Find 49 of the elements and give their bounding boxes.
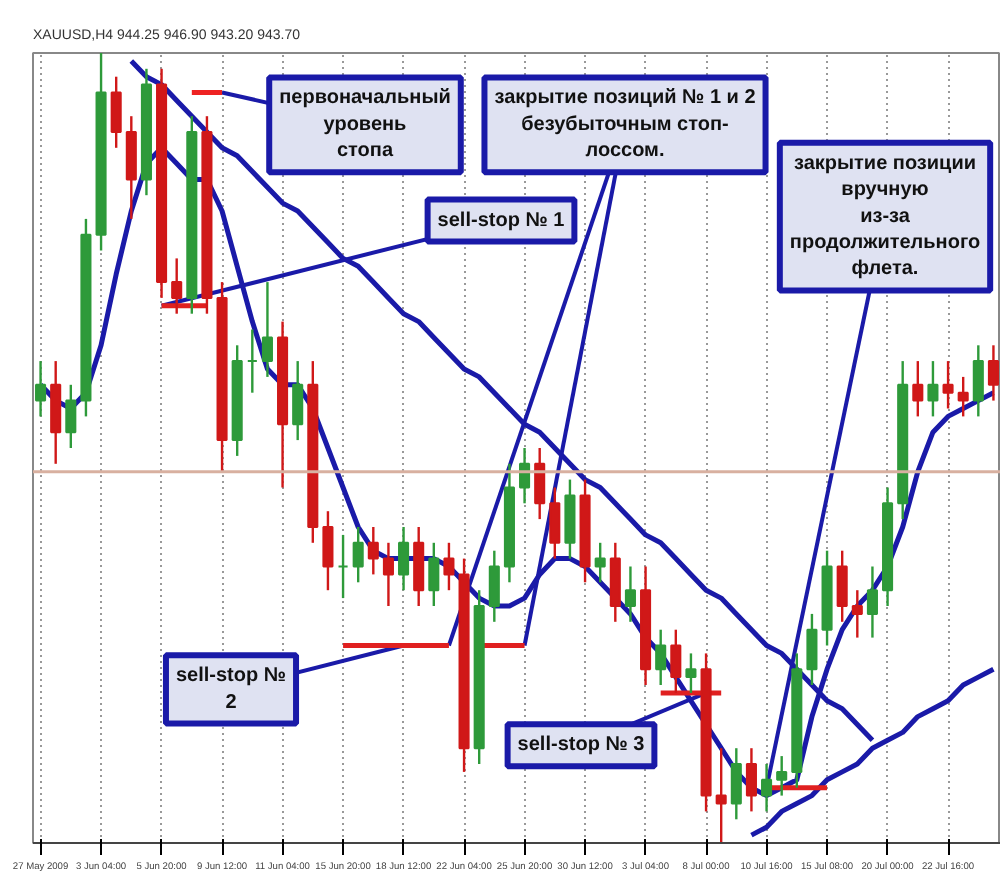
annotation: закрытие позиций № 1 и 2 безубыточным стоп- лоссом.	[494, 87, 757, 163]
candlestick	[246, 328, 258, 394]
candlestick	[761, 762, 773, 813]
candlestick	[715, 747, 727, 843]
candlestick	[534, 446, 546, 521]
candlestick	[428, 541, 440, 608]
candlestick	[912, 359, 924, 418]
candlestick	[171, 257, 183, 315]
candlestick	[367, 525, 379, 576]
candlestick	[110, 75, 122, 149]
candlestick	[261, 280, 273, 379]
candlestick	[730, 747, 742, 821]
candlestick	[836, 549, 848, 623]
annotation: sell-stop № 3	[517, 734, 646, 757]
candlestick	[624, 565, 636, 623]
candlestick	[609, 541, 621, 623]
candlestick	[35, 359, 47, 418]
annotation: sell-stop № 2	[175, 665, 287, 714]
candlestick	[443, 541, 455, 592]
candlestick	[125, 115, 137, 221]
candlestick	[776, 754, 788, 797]
candlestick	[352, 525, 364, 584]
candlestick	[65, 383, 77, 450]
candlestick	[685, 652, 697, 695]
candlestick	[382, 541, 394, 608]
candlestick	[942, 359, 954, 410]
candlestick	[851, 589, 863, 639]
candlestick	[806, 612, 818, 687]
candlestick	[866, 565, 878, 639]
annotation: первоначальный уровень стопа	[279, 87, 451, 163]
candlestick	[972, 344, 984, 418]
candlestick	[488, 549, 500, 623]
candlestick	[50, 359, 62, 465]
candlestick	[398, 525, 410, 592]
annotation: закрытие позиции вручную из-за продолжительного флета.	[789, 152, 981, 281]
candlestick	[337, 533, 349, 600]
candlestick	[745, 747, 757, 813]
candlestick	[564, 478, 576, 560]
candlestick	[292, 359, 304, 442]
candlestick	[927, 359, 939, 418]
candlestick	[322, 510, 334, 592]
candlestick	[655, 628, 667, 687]
candlestick	[987, 344, 999, 402]
candlestick	[549, 486, 561, 560]
candlestick	[670, 628, 682, 695]
candlestick	[413, 525, 425, 608]
candlestick	[594, 541, 606, 584]
candlestick	[957, 375, 969, 418]
annotation: sell-stop № 1	[437, 209, 566, 232]
